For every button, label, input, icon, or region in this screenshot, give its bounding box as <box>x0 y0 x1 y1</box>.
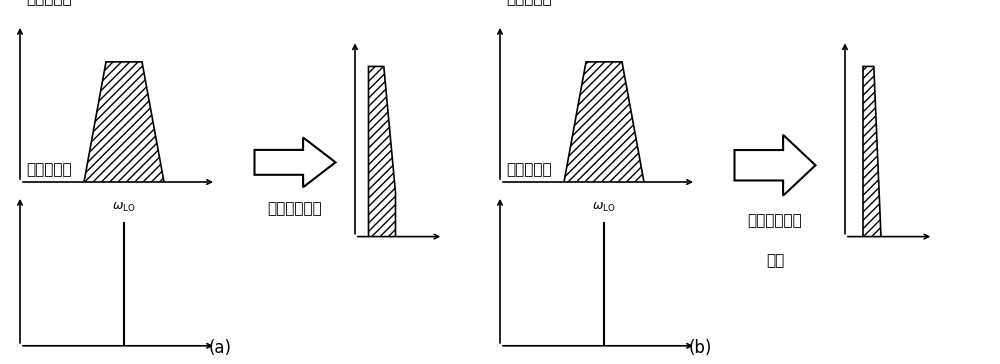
Polygon shape <box>564 62 644 182</box>
Polygon shape <box>863 66 881 237</box>
Text: (a): (a) <box>208 339 232 357</box>
Text: (b): (b) <box>688 339 712 357</box>
Polygon shape <box>254 138 335 187</box>
Text: 镜频抑制混频: 镜频抑制混频 <box>748 213 802 228</box>
Text: 普通混频输出: 普通混频输出 <box>268 202 322 217</box>
Text: 信号光梳齿: 信号光梳齿 <box>26 0 72 6</box>
Text: $\omega_\mathrm{LO}$: $\omega_\mathrm{LO}$ <box>592 201 616 214</box>
Text: 信号光梳齿: 信号光梳齿 <box>506 0 552 6</box>
Polygon shape <box>734 135 816 196</box>
Polygon shape <box>84 62 164 182</box>
Text: 本振光梳齿: 本振光梳齿 <box>26 163 72 178</box>
Text: 本振光梳齿: 本振光梳齿 <box>506 163 552 178</box>
Polygon shape <box>368 66 396 237</box>
Text: 输出: 输出 <box>766 253 784 268</box>
Text: $\omega_\mathrm{LO}$: $\omega_\mathrm{LO}$ <box>112 201 136 214</box>
